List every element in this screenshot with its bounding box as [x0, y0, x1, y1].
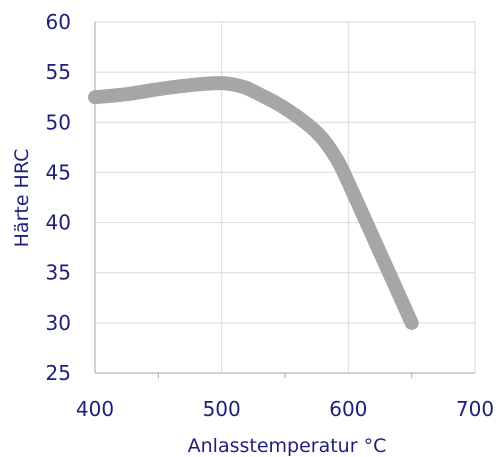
- tick-labels: 25 30 35 40 45 50 55 60 400 500 600 700: [46, 10, 495, 421]
- data-point-450: [157, 88, 159, 90]
- y-axis-label: Härte HRC: [11, 149, 33, 248]
- y-tick-label-35: 35: [46, 261, 71, 285]
- y-tick-label-60: 60: [46, 10, 71, 34]
- data-point-525: [252, 90, 254, 92]
- axes: [94, 22, 475, 378]
- series-layer: [88, 76, 419, 330]
- data-point-575: [316, 131, 318, 133]
- x-tick-label-700: 700: [456, 397, 494, 421]
- data-point-400: [94, 96, 96, 98]
- series-line-0: [88, 76, 419, 330]
- y-tick-label-55: 55: [46, 60, 71, 84]
- y-tick-label-40: 40: [46, 211, 71, 235]
- y-tick-label-45: 45: [46, 160, 71, 184]
- data-point-590: [335, 156, 337, 158]
- data-point-515: [240, 85, 242, 87]
- x-tick-label-600: 600: [329, 397, 367, 421]
- data-point-600: [347, 181, 349, 183]
- data-point-475: [189, 84, 191, 86]
- data-point-425: [126, 93, 128, 95]
- y-tick-label-30: 30: [46, 311, 71, 335]
- x-axis-label: Anlasstemperatur °C: [188, 435, 387, 457]
- data-point-650: [411, 322, 413, 324]
- x-tick-label-500: 500: [203, 397, 241, 421]
- data-point-625: [379, 252, 381, 254]
- y-tick-label-25: 25: [46, 361, 71, 385]
- x-tick-label-400: 400: [76, 397, 114, 421]
- data-point-550: [284, 107, 286, 109]
- data-point-500: [221, 82, 223, 84]
- y-tick-label-50: 50: [46, 110, 71, 134]
